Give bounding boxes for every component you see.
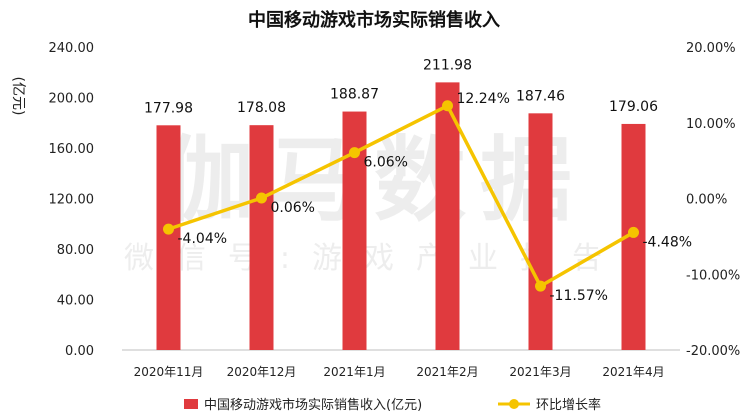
line-point	[442, 100, 453, 112]
x-tick-label: 2021年3月	[509, 365, 571, 379]
bar-value-label: 211.98	[423, 57, 472, 73]
y-left-tick-label: 80.00	[57, 243, 94, 258]
line-point	[628, 226, 639, 238]
x-axis: 2020年11月 2020年12月 2021年1月 2021年2月 2021年3月 202…	[134, 365, 665, 379]
y-axis-right: -20.00% -10.00% 0.00% 10.00% 20.00%	[686, 41, 740, 359]
bar	[156, 125, 181, 350]
legend-label-line: 环比增长率	[536, 397, 601, 413]
bar-value-label: 188.87	[330, 87, 379, 103]
y-left-tick-label: 200.00	[49, 92, 95, 107]
legend-swatch-bar	[184, 399, 198, 409]
legend: 中国移动游戏市场实际销售收入(亿元) 环比增长率	[184, 397, 601, 413]
growth-line	[167, 104, 635, 288]
bar-value-label: 187.46	[516, 88, 565, 104]
line-value-label: 12.24%	[457, 91, 510, 107]
y-axis-left: 0.00 40.00 80.00 120.00 160.00 200.00 240.00	[49, 41, 95, 359]
x-tick-label: 2020年11月	[134, 365, 204, 379]
line-point	[535, 280, 546, 292]
bar-value-label: 179.06	[609, 99, 658, 115]
x-tick-label: 2021年4月	[602, 365, 664, 379]
line-value-label: -11.57%	[550, 288, 608, 304]
line-value-label: 0.06%	[271, 200, 315, 216]
x-tick-label: 2021年1月	[323, 365, 385, 379]
line-point	[349, 147, 360, 159]
bar-series	[156, 82, 646, 351]
bar-value-label: 178.08	[237, 100, 286, 116]
bar-data-labels: 177.98 178.08 188.87 211.98 187.46 179.06	[144, 57, 658, 116]
chart-title: 中国移动游戏市场实际销售收入	[248, 9, 500, 31]
y-right-tick-label: -20.00%	[686, 344, 740, 359]
y-right-tick-label: 20.00%	[686, 41, 736, 56]
bar	[435, 82, 460, 351]
y-axis-left-title: (亿元)	[10, 77, 26, 116]
y-left-tick-label: 40.00	[57, 294, 94, 309]
y-right-tick-label: -10.00%	[686, 268, 740, 283]
y-left-tick-label: 0.00	[65, 344, 94, 359]
y-left-tick-label: 120.00	[49, 193, 95, 208]
line-value-label: -4.04%	[178, 231, 228, 247]
line-point	[163, 223, 174, 235]
bar	[528, 113, 553, 350]
x-tick-label: 2020年12月	[227, 365, 297, 379]
line-value-label: -4.48%	[643, 234, 693, 250]
x-tick-label: 2021年2月	[416, 365, 478, 379]
y-right-tick-label: 0.00%	[686, 193, 727, 208]
bar	[249, 125, 274, 350]
line-value-label: 6.06%	[364, 155, 408, 171]
legend-label-bar: 中国移动游戏市场实际销售收入(亿元)	[204, 397, 422, 413]
y-axis-left-label: (亿元)	[10, 77, 26, 116]
y-right-tick-label: 10.00%	[686, 117, 736, 132]
legend-marker-line	[509, 399, 519, 409]
bar-value-label: 177.98	[144, 100, 193, 116]
y-left-tick-label: 160.00	[49, 142, 95, 157]
y-left-tick-label: 240.00	[49, 41, 95, 56]
line-point	[256, 192, 267, 204]
line-series	[163, 100, 639, 292]
line-data-labels: -4.04% 0.06% 6.06% 12.24% -11.57% -4.48%	[178, 91, 693, 304]
